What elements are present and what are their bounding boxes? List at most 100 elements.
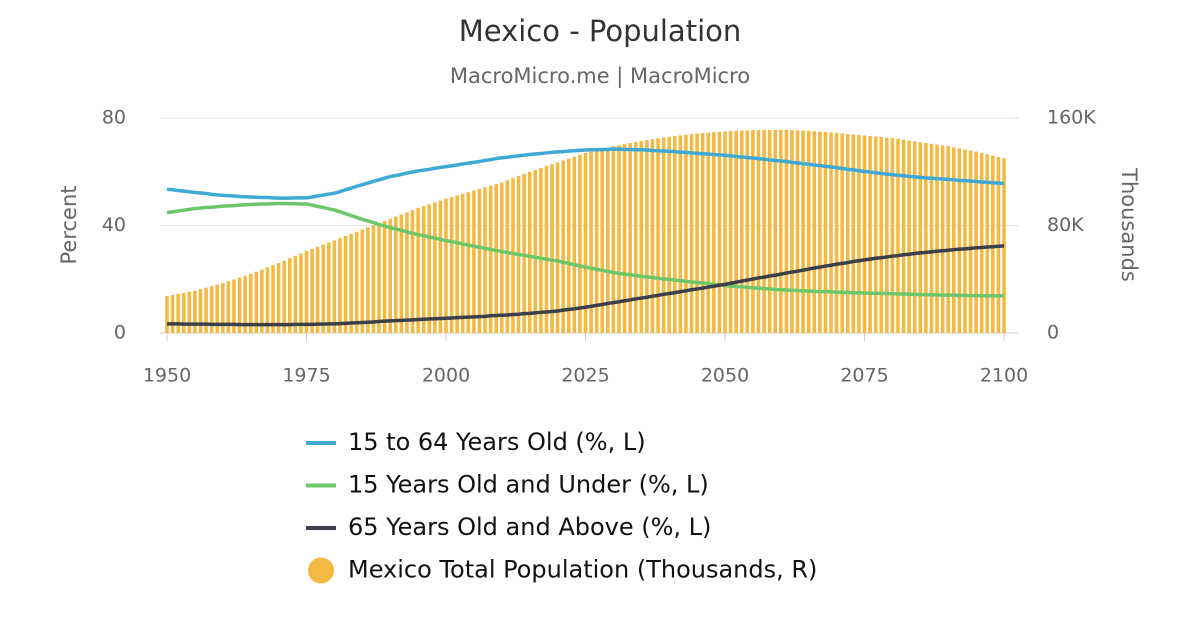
bar — [349, 233, 353, 333]
bar — [366, 227, 370, 333]
bar — [399, 214, 404, 333]
bar — [271, 265, 275, 333]
bar — [505, 180, 510, 333]
x-tick-label: 2100 — [980, 365, 1028, 387]
bar — [773, 129, 778, 333]
bar — [572, 156, 577, 333]
bar — [834, 132, 839, 333]
bar — [628, 142, 632, 333]
bar — [483, 187, 487, 333]
bar — [583, 152, 588, 333]
bar — [762, 129, 766, 333]
bar — [360, 229, 365, 333]
bar — [946, 146, 950, 333]
bar — [594, 150, 599, 333]
bar — [215, 284, 220, 333]
bar — [756, 130, 761, 333]
bar — [500, 182, 504, 333]
bar — [979, 152, 984, 333]
bar — [779, 129, 783, 333]
bar — [795, 130, 800, 333]
bar — [405, 212, 409, 333]
bar — [873, 136, 878, 333]
bar — [321, 244, 326, 333]
bar — [539, 167, 543, 333]
bar — [912, 141, 917, 333]
bar — [561, 160, 565, 333]
bar — [790, 130, 794, 333]
bar — [427, 204, 432, 333]
x-tick-label: 2075 — [840, 365, 888, 387]
legend-marker — [308, 557, 334, 584]
bar — [617, 145, 621, 333]
bar — [678, 135, 683, 333]
chart-subtitle: MacroMicro.me | MacroMicro — [450, 64, 750, 89]
bar — [896, 138, 900, 333]
bar — [488, 185, 493, 333]
bar — [444, 198, 448, 333]
bar — [745, 130, 750, 333]
bar — [689, 134, 694, 333]
bar — [472, 190, 476, 333]
bar — [918, 142, 923, 333]
bar — [907, 140, 911, 333]
bar — [193, 290, 197, 333]
bar — [304, 251, 309, 333]
x-tick-label: 2050 — [701, 365, 749, 387]
bar — [388, 218, 392, 333]
bar — [672, 136, 677, 333]
bar — [354, 231, 359, 333]
bar — [812, 131, 817, 333]
bar — [416, 208, 420, 333]
bar — [343, 235, 348, 333]
line-series — [167, 244, 1005, 327]
bar — [684, 134, 688, 333]
y-tick-label: 0 — [114, 322, 126, 344]
bar — [667, 136, 671, 333]
bar — [287, 258, 292, 333]
bar — [968, 150, 973, 333]
bar — [310, 248, 314, 333]
bar — [204, 287, 208, 333]
bar — [611, 146, 616, 333]
bar — [243, 275, 247, 333]
bar — [650, 139, 655, 333]
bar — [232, 279, 236, 333]
bar — [767, 129, 772, 333]
bar — [639, 140, 644, 333]
x-tick-label: 1950 — [143, 365, 191, 387]
bar — [578, 154, 582, 333]
bar — [901, 139, 906, 333]
bar — [991, 155, 995, 333]
bar — [818, 131, 822, 333]
bar — [327, 242, 331, 333]
bar — [371, 225, 376, 333]
bar — [751, 130, 755, 333]
bar — [209, 286, 214, 333]
bar — [717, 131, 722, 333]
bar — [566, 158, 571, 333]
bar — [460, 193, 465, 333]
bar — [533, 169, 538, 333]
x-tick-label: 2025 — [561, 365, 609, 387]
bar — [706, 132, 711, 333]
bar — [957, 148, 962, 333]
bar — [829, 132, 833, 333]
bar — [299, 253, 303, 333]
y-axis-label: Percent — [57, 185, 81, 264]
y2-tick-label: 80K — [1047, 214, 1084, 236]
bar — [276, 263, 281, 333]
bar — [282, 260, 286, 333]
bar — [734, 130, 738, 333]
bar — [393, 216, 398, 333]
y2-tick-label: 160K — [1047, 107, 1096, 129]
bar — [935, 144, 939, 333]
bar — [382, 220, 387, 333]
bar — [187, 291, 192, 333]
bar — [555, 162, 560, 333]
bar — [974, 151, 978, 333]
bar — [550, 164, 554, 333]
bar — [260, 269, 264, 333]
bar — [890, 138, 895, 333]
bar — [862, 135, 867, 333]
